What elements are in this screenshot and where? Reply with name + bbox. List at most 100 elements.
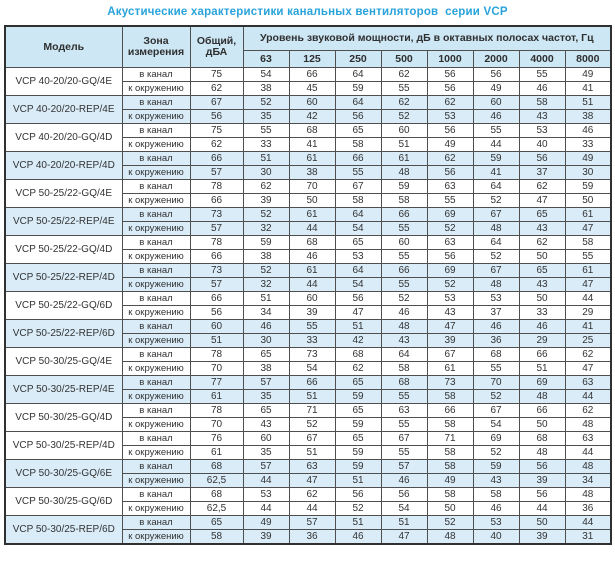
col-header-band-group: Уровень звуковой мощности, дБ в октавных… [242, 25, 612, 51]
table-row: VCP 50-25/22-GQ/4D в канал 78 59 68 65 60 63 64 6… [4, 235, 612, 264]
total-dba-cell: 57 [189, 277, 244, 292]
band-value-cell: 58 [426, 459, 474, 474]
total-dba-cell: 56 [189, 109, 244, 124]
band-value-cell: 69 [518, 375, 566, 390]
band-value-cell: 44 [518, 501, 566, 516]
band-value-cell: 61 [426, 361, 474, 376]
band-value-cell: 56 [334, 109, 382, 124]
band-value-cell: 52 [334, 501, 382, 516]
band-value-cell: 66 [288, 375, 336, 390]
table-body: VCP 40-20/20-GQ/4E в канал 75 54 66 64 62 56 56 5… [4, 67, 612, 545]
band-value-cell: 55 [426, 193, 474, 208]
band-value-cell: 46 [242, 319, 290, 334]
band-value-cell: 43 [518, 109, 566, 124]
band-value-cell: 44 [288, 221, 336, 236]
band-value-cell: 67 [472, 207, 520, 222]
zone-cell: к окружению [121, 249, 191, 264]
total-dba-cell: 62 [189, 81, 244, 96]
band-value-cell: 31 [564, 529, 612, 545]
band-value-cell: 50 [518, 417, 566, 432]
band-value-cell: 51 [288, 389, 336, 404]
band-value-cell: 62 [242, 179, 290, 194]
band-value-cell: 48 [426, 529, 474, 545]
total-dba-cell: 58 [189, 529, 244, 545]
total-dba-cell: 68 [189, 487, 244, 502]
band-value-cell: 66 [288, 67, 336, 82]
band-value-cell: 48 [564, 487, 612, 502]
table-row: VCP 50-25/22-GQ/4E в канал 78 62 70 67 59 63 64 6… [4, 179, 612, 208]
total-dba-cell: 60 [189, 319, 244, 334]
band-value-cell: 59 [380, 179, 428, 194]
total-dba-cell: 56 [189, 305, 244, 320]
band-value-cell: 48 [380, 319, 428, 334]
model-cell: VCP 40-20/20-REP/4D [4, 151, 123, 180]
total-dba-cell: 61 [189, 445, 244, 460]
model-cell: VCP 50-25/22-GQ/4E [4, 179, 123, 208]
total-dba-cell: 62,5 [189, 473, 244, 488]
band-value-cell: 32 [242, 221, 290, 236]
band-value-cell: 57 [242, 459, 290, 474]
band-value-cell: 51 [334, 319, 382, 334]
band-value-cell: 37 [472, 305, 520, 320]
band-value-cell: 56 [426, 67, 474, 82]
band-value-cell: 35 [242, 445, 290, 460]
table-row: к окружению 62 38 45 59 55 56 49 46 41 [5, 81, 612, 96]
band-value-cell: 53 [518, 123, 566, 138]
band-value-cell: 50 [288, 193, 336, 208]
band-value-cell: 49 [564, 67, 612, 82]
col-header-freq-500: 500 [380, 50, 428, 68]
total-dba-cell: 76 [189, 431, 244, 446]
band-value-cell: 73 [426, 375, 474, 390]
band-value-cell: 48 [472, 277, 520, 292]
band-value-cell: 56 [334, 487, 382, 502]
band-value-cell: 30 [564, 165, 612, 180]
band-value-cell: 44 [564, 445, 612, 460]
band-value-cell: 29 [564, 305, 612, 320]
table-row: VCP 50-25/22-REP/4E в канал 73 52 61 64 66 69 67… [4, 207, 612, 236]
band-value-cell: 68 [288, 235, 336, 250]
band-value-cell: 41 [564, 81, 612, 96]
band-value-cell: 65 [334, 235, 382, 250]
table-row: VCP 50-25/22-REP/6D в канал 60 46 55 51 48 47 46… [4, 319, 612, 348]
band-value-cell: 64 [472, 179, 520, 194]
band-value-cell: 47 [288, 473, 336, 488]
table-row: VCP 50-30/25-GQ/4E в канал 78 65 73 68 64 67 68 6… [4, 347, 612, 376]
band-value-cell: 44 [288, 501, 336, 516]
zone-cell: к окружению [121, 445, 191, 460]
band-value-cell: 55 [380, 221, 428, 236]
band-value-cell: 46 [472, 319, 520, 334]
band-value-cell: 60 [288, 95, 336, 110]
total-dba-cell: 66 [189, 151, 244, 166]
table-row: VCP 50-25/22-GQ/6D в канал 66 51 60 56 52 53 53 5… [4, 291, 612, 320]
model-cell: VCP 50-30/25-GQ/4D [4, 403, 123, 432]
band-value-cell: 48 [518, 389, 566, 404]
band-value-cell: 60 [288, 291, 336, 306]
band-value-cell: 67 [288, 431, 336, 446]
col-header-model: Модель [4, 25, 123, 68]
band-value-cell: 64 [334, 67, 382, 82]
total-dba-cell: 66 [189, 193, 244, 208]
band-value-cell: 58 [564, 235, 612, 250]
band-value-cell: 40 [518, 137, 566, 152]
band-value-cell: 52 [472, 389, 520, 404]
table-row: к окружению 57 32 44 54 55 52 48 43 47 [5, 221, 612, 236]
model-cell: VCP 40-20/20-GQ/4D [4, 123, 123, 152]
band-value-cell: 61 [288, 151, 336, 166]
col-header-freq-4000: 4000 [518, 50, 566, 68]
band-value-cell: 36 [288, 529, 336, 545]
band-value-cell: 65 [242, 403, 290, 418]
total-dba-cell: 68 [189, 459, 244, 474]
band-value-cell: 59 [242, 235, 290, 250]
band-value-cell: 54 [334, 277, 382, 292]
col-header-freq-63: 63 [242, 50, 290, 68]
band-value-cell: 43 [426, 305, 474, 320]
zone-cell: к окружению [121, 501, 191, 516]
band-value-cell: 48 [518, 445, 566, 460]
band-value-cell: 47 [380, 529, 428, 545]
band-value-cell: 42 [288, 109, 336, 124]
band-value-cell: 56 [426, 123, 474, 138]
band-value-cell: 46 [380, 305, 428, 320]
band-value-cell: 64 [334, 95, 382, 110]
table-row: к окружению 58 39 36 46 47 48 40 39 31 [5, 529, 612, 545]
col-header-freq-125: 125 [288, 50, 336, 68]
